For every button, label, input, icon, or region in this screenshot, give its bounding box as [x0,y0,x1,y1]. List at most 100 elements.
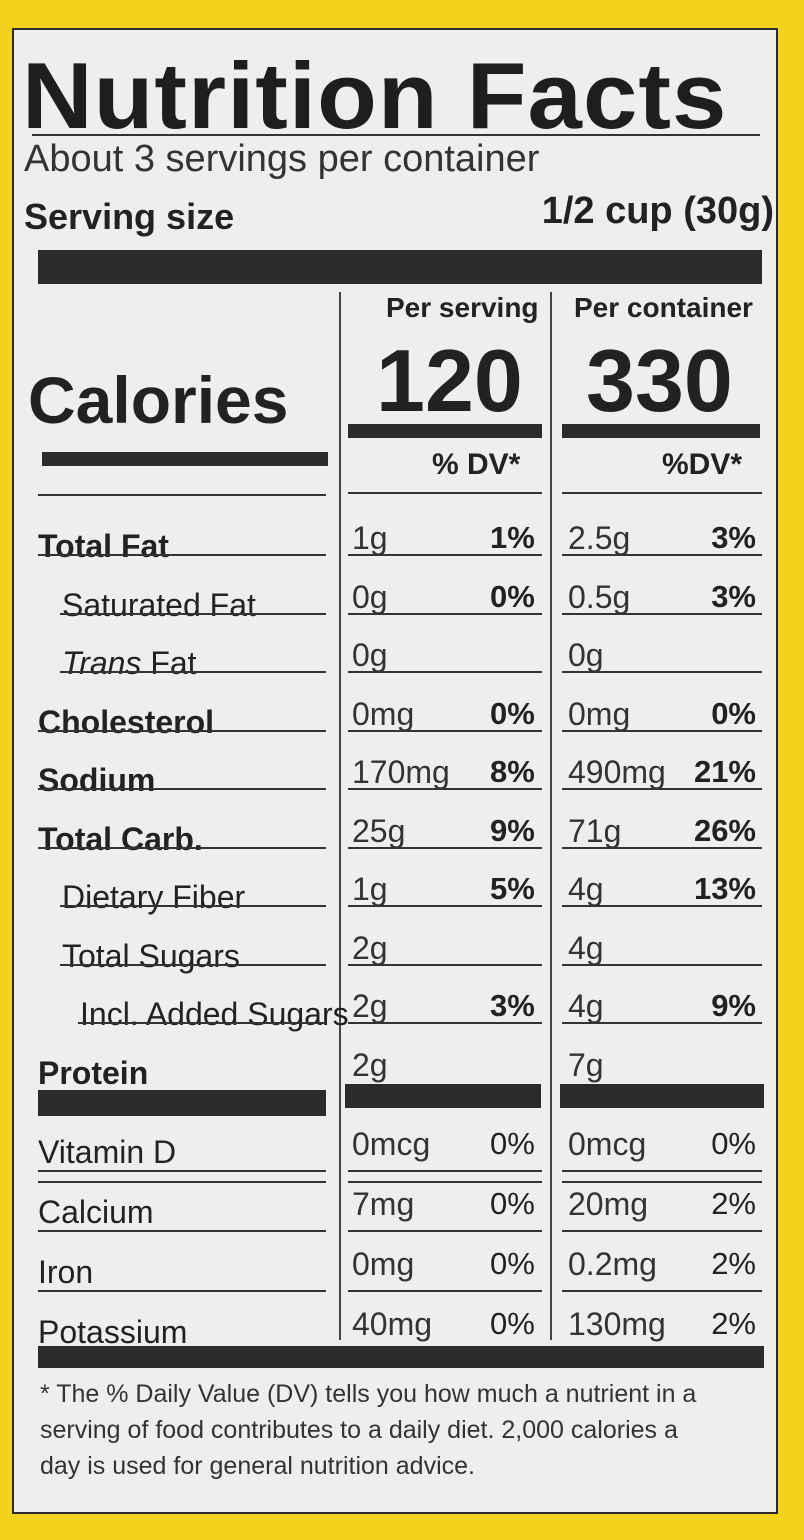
row-rule-name [60,671,326,673]
calories-label: Calories [28,363,289,437]
title-rule [32,134,760,136]
container-dv: 2% [711,1246,756,1281]
container-dv: 21% [693,754,756,789]
nutrient-name: Saturated Fat [62,586,256,623]
header-row-rule [348,492,542,494]
serving-amount: 0mg [352,1246,415,1282]
row-rule-container [562,846,762,849]
serving-dv: 0% [490,1246,535,1281]
thick-rule-top [38,250,762,284]
row-rule-name [60,963,326,966]
nutrient-name: Total Fat [38,528,169,564]
nutrient-name: Sodium [38,762,156,798]
nutrient-name: Total Carb. [38,820,203,857]
serving-amount: 1g [352,520,388,556]
row-rule-name [38,788,326,790]
serving-amount: 2g [352,988,388,1024]
serving-amount: 0g [352,637,388,673]
nutrient-name: Cholesterol [38,703,215,740]
row-rule-serving [348,554,542,556]
serving-amount: 2g [352,929,388,966]
calories-per-serving: 120 [376,331,523,430]
column-divider-left [339,292,341,1340]
thick-rule-vitamins-right [560,1084,764,1108]
dv-header-container: %DV* [662,448,743,481]
nutrient-name: Trans Fat [62,645,197,682]
container-amount: 0.2mg [568,1246,657,1282]
row-rule-name [60,612,326,615]
serving-dv: 0% [490,1126,535,1161]
col-header-per-container: Per container [574,292,753,323]
serving-amount: 1g [352,871,388,907]
serving-dv: 0% [490,695,535,731]
row-rule-name [78,1022,326,1024]
container-amount: 4g [568,929,604,966]
thick-rule-vitamins-left [38,1090,326,1116]
row-rule-container [562,1230,762,1232]
serving-dv: 1% [490,520,535,555]
container-amount: 0.5g [568,578,631,615]
container-dv: 9% [711,988,756,1023]
serving-amount: 0mcg [352,1126,431,1162]
row-rule-container [562,671,762,673]
row-rule-container [562,1170,762,1172]
container-dv: 3% [711,520,756,555]
serving-dv: 8% [490,754,535,789]
serving-dv: 9% [490,812,535,848]
container-amount: 2.5g [568,520,631,556]
label-title: Nutrition Facts [22,43,728,148]
nutrient-name: Calcium [38,1194,154,1230]
container-cal-rule [562,424,760,438]
row-rule-container [562,788,762,790]
serving-amount: 2g [352,1046,388,1083]
row-rule-name [38,846,326,849]
row-rule-serving [348,671,542,673]
container-dv: 2% [711,1186,756,1221]
container-dv: 2% [711,1306,756,1341]
serving-amount: 25g [352,812,406,849]
header-row-rule [38,494,326,496]
row-rule-serving [348,1230,542,1232]
nutrient-name: Incl. Added Sugars [80,996,349,1032]
row-rule-container [562,963,762,966]
container-amount: 4g [568,988,604,1024]
col-header-per-serving: Per serving [386,292,539,323]
row-rule-serving [348,788,542,790]
row-rule-container [562,1180,762,1183]
serving-size-value: 1/2 cup (30g) [541,190,774,232]
header-row-rule [562,492,762,494]
row-rule-serving [348,612,542,615]
serving-dv: 3% [490,988,535,1023]
row-rule-container [562,1290,762,1292]
container-amount: 20mg [568,1186,649,1222]
servings-per-container: About 3 servings per container [24,138,540,180]
container-dv: 26% [693,812,756,848]
serving-dv: 5% [490,871,535,906]
container-amount: 0mg [568,695,631,732]
dv-header-serving: % DV* [432,448,521,481]
row-rule-serving [348,1022,542,1024]
row-rule-serving [348,846,542,849]
row-rule-container [562,612,762,615]
row-rule-serving [348,1180,542,1183]
nutrient-name: Dietary Fiber [62,879,246,915]
column-divider-right [550,292,552,1340]
nutrient-name: Total Sugars [62,937,240,974]
row-rule-name [38,1230,326,1232]
container-dv: 3% [711,578,756,614]
row-rule-container [562,729,762,732]
row-rule-name [38,1170,326,1172]
serving-dv: 0% [490,578,535,614]
footnote: * The % Daily Value (DV) tells you how m… [40,1380,697,1480]
serving-size-label: Serving size [24,196,235,237]
thick-rule-bottom [38,1346,764,1368]
container-amount: 0g [568,637,604,673]
nutrient-name: Potassium [38,1314,188,1350]
row-rule-serving [348,729,542,732]
container-amount: 7g [568,1046,604,1083]
container-amount: 4g [568,871,604,907]
serving-dv: 0% [490,1186,535,1221]
container-amount: 71g [568,812,622,849]
row-rule-name [60,905,326,907]
serving-amount: 0g [352,578,388,615]
